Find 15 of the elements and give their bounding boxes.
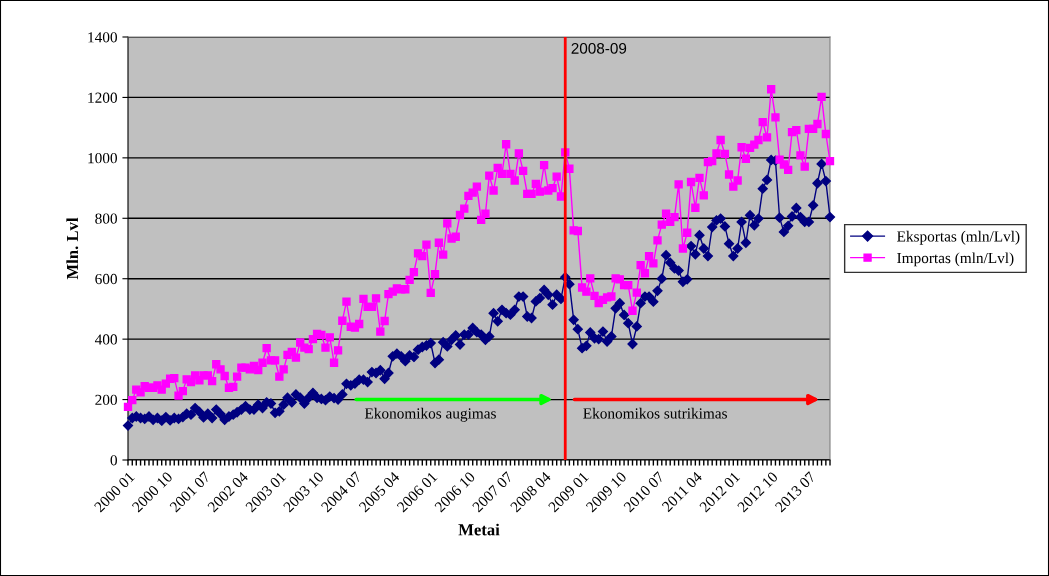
y-tick-label: 600 <box>95 273 117 285</box>
y-tick-label: 1400 <box>88 32 117 43</box>
y-tick-label: 800 <box>95 213 117 224</box>
y-tick-label: 1200 <box>88 92 117 103</box>
annotation: Ekonomikos augimas <box>364 407 496 422</box>
y-tick-label: 0 <box>110 455 117 466</box>
legend-label: Eksportas (mln/Lvl) <box>897 230 1020 245</box>
y-tick-label: 200 <box>95 394 117 406</box>
legend-label: Importas (mln/Lvl) <box>897 252 1014 267</box>
y-tick-label: 400 <box>94 334 117 345</box>
y-tick-label: 1000 <box>88 153 117 164</box>
y-axis-title: Mln. Lvl <box>66 217 79 280</box>
x-axis-title: Metai <box>458 523 500 536</box>
ref-line-label: 2008-09 <box>571 42 627 54</box>
annotation: Ekonomikos sutrikimas <box>583 407 727 419</box>
